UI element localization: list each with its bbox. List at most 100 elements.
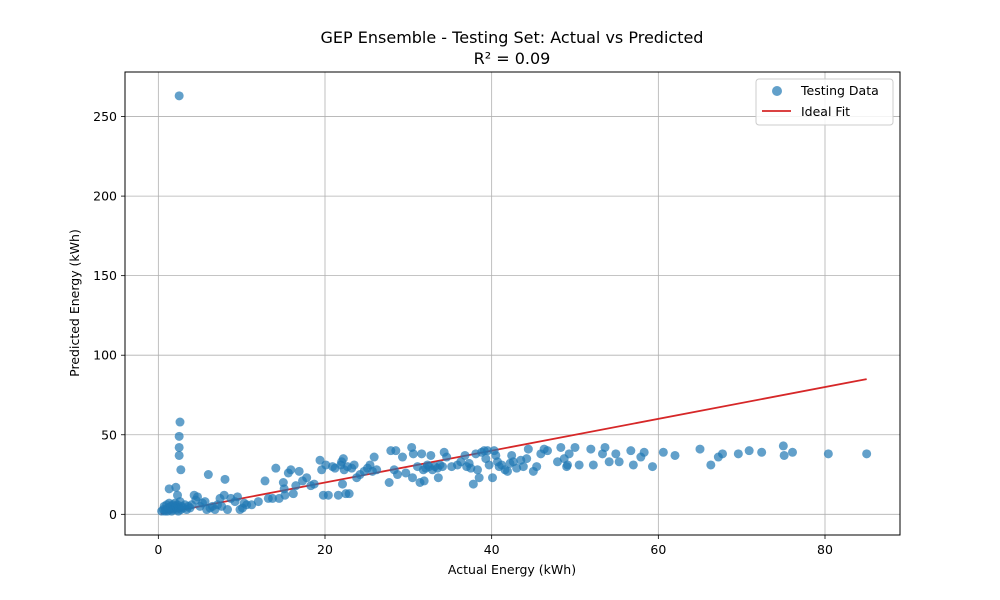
data-point [344,489,354,499]
data-point [193,492,202,502]
data-point [586,444,596,454]
data-point [718,449,727,459]
data-point [323,490,333,500]
data-point [333,490,343,500]
chart-subtitle: R² = 0.09 [474,49,551,68]
legend-label-ideal-fit: Ideal Fit [801,104,850,119]
data-point [460,450,470,460]
data-point [173,490,182,500]
y-tick-label: 150 [93,268,117,283]
y-tick-label: 50 [101,427,117,442]
data-point [744,446,754,456]
data-point [171,482,181,492]
data-point [570,442,580,452]
legend: Testing Data Ideal Fit [755,78,894,126]
legend-marker-testing-data [772,86,782,96]
data-point [523,444,533,454]
data-point [474,473,484,483]
data-point [733,449,743,459]
data-point [176,465,186,475]
data-point [391,446,401,456]
data-point [543,446,552,456]
data-point [393,470,402,480]
data-point [401,468,411,478]
data-point [503,466,512,476]
data-point [291,481,301,491]
data-point [442,452,452,462]
data-point [574,460,584,470]
data-point [175,417,185,427]
data-point [706,460,716,470]
data-point [757,447,767,457]
data-point [600,442,610,452]
data-point [483,446,492,456]
data-point [604,457,614,467]
data-point [372,465,382,475]
ideal-fit-line [160,378,867,515]
data-point [247,500,257,510]
data-point [518,462,528,472]
data-point [588,460,598,470]
data-point [658,447,668,457]
data-point [271,463,281,473]
data-point [639,447,649,457]
data-point [779,450,789,460]
data-point [626,446,636,456]
data-point [288,489,298,499]
plot-frame [124,71,901,536]
data-point [488,473,497,483]
x-axis-label: Actual Energy (kWh) [448,562,576,577]
data-point [532,462,542,472]
data-point [556,442,566,452]
x-tick-label: 80 [817,542,833,557]
data-point [522,454,532,464]
data-point [280,490,290,500]
data-point [564,449,574,459]
data-point [670,450,680,460]
data-points-layer [157,91,872,516]
data-point [260,476,270,486]
x-tick-label: 0 [154,542,162,557]
grid-lines [125,72,900,535]
x-tick-label: 60 [650,542,666,557]
data-point [174,442,184,452]
data-point [398,452,407,462]
x-tick-label: 40 [484,542,500,557]
data-point [268,493,277,503]
chart-title: GEP Ensemble - Testing Set: Actual vs Pr… [321,28,704,47]
data-point [220,474,230,484]
data-point [253,497,263,507]
data-point [484,460,494,470]
data-point [468,479,478,489]
y-tick-label: 100 [93,348,117,363]
ideal-fit-layer [160,378,867,515]
data-point [695,444,705,454]
data-point [563,460,572,470]
data-point [369,452,379,462]
axis-ticks: 0 20 40 60 80 0 50 100 150 200 250 [93,109,833,557]
data-point [174,91,184,101]
data-point [419,476,429,486]
data-point [384,477,394,487]
data-point [174,450,184,460]
y-tick-label: 200 [93,189,117,204]
data-point [433,473,443,483]
data-point [473,465,482,475]
data-point [408,449,418,459]
y-tick-label: 250 [93,109,117,124]
data-point [223,505,232,515]
data-point [823,449,833,459]
data-point [862,449,872,459]
x-tick-label: 20 [317,542,333,557]
data-point [174,431,184,441]
data-point [219,490,229,500]
data-point [438,462,447,472]
data-point [338,454,348,464]
data-point [611,449,621,459]
data-point [200,497,210,507]
data-point [553,457,562,467]
data-point [286,465,296,475]
data-point [309,479,319,489]
